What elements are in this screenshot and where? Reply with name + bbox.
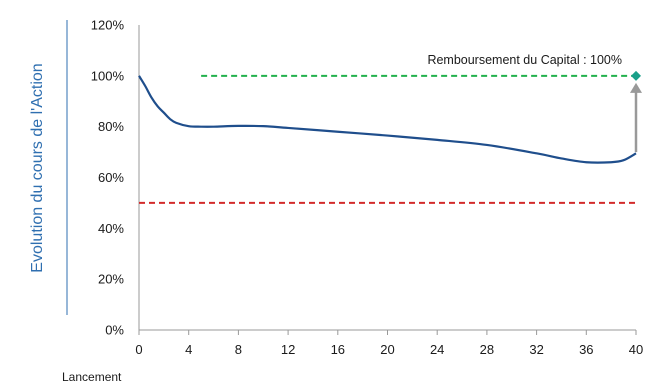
- x-tick-label: 32: [529, 342, 543, 357]
- x-tick-label: 36: [579, 342, 593, 357]
- y-tick-label: 0%: [105, 323, 124, 338]
- x-tick-label: 12: [281, 342, 295, 357]
- x-tick-marks: [138, 330, 637, 335]
- annotation-arrowhead: [630, 82, 642, 93]
- y-axis-label: Evolution du cours de l'Action: [29, 63, 46, 272]
- x-tick-label: 20: [380, 342, 394, 357]
- y-tick-label: 20%: [98, 272, 124, 287]
- y-tick-label: 60%: [98, 170, 124, 185]
- x-tick-label: 40: [629, 342, 643, 357]
- y-tick-label: 100%: [91, 68, 125, 83]
- y-tick-labels: 0% 20% 40% 60% 80% 100% 120%: [91, 18, 125, 338]
- annotation-marker: [631, 70, 641, 81]
- series-line: [138, 75, 637, 164]
- x-tick-label: 28: [480, 342, 494, 357]
- x-axis-sublabel: Lancement: [62, 370, 122, 384]
- y-tick-label: 120%: [91, 18, 125, 33]
- x-tick-label: 0: [135, 342, 142, 357]
- annotation-label: Remboursement du Capital : 100%: [427, 53, 622, 67]
- y-tick-label: 80%: [98, 119, 124, 134]
- x-tick-label: 4: [185, 342, 192, 357]
- x-tick-label: 8: [235, 342, 242, 357]
- x-tick-label: 16: [331, 342, 345, 357]
- x-tick-labels: 0 4 8 12 16 20 24 28 32 36 40: [135, 342, 643, 357]
- y-tick-label: 40%: [98, 221, 124, 236]
- x-tick-label: 24: [430, 342, 444, 357]
